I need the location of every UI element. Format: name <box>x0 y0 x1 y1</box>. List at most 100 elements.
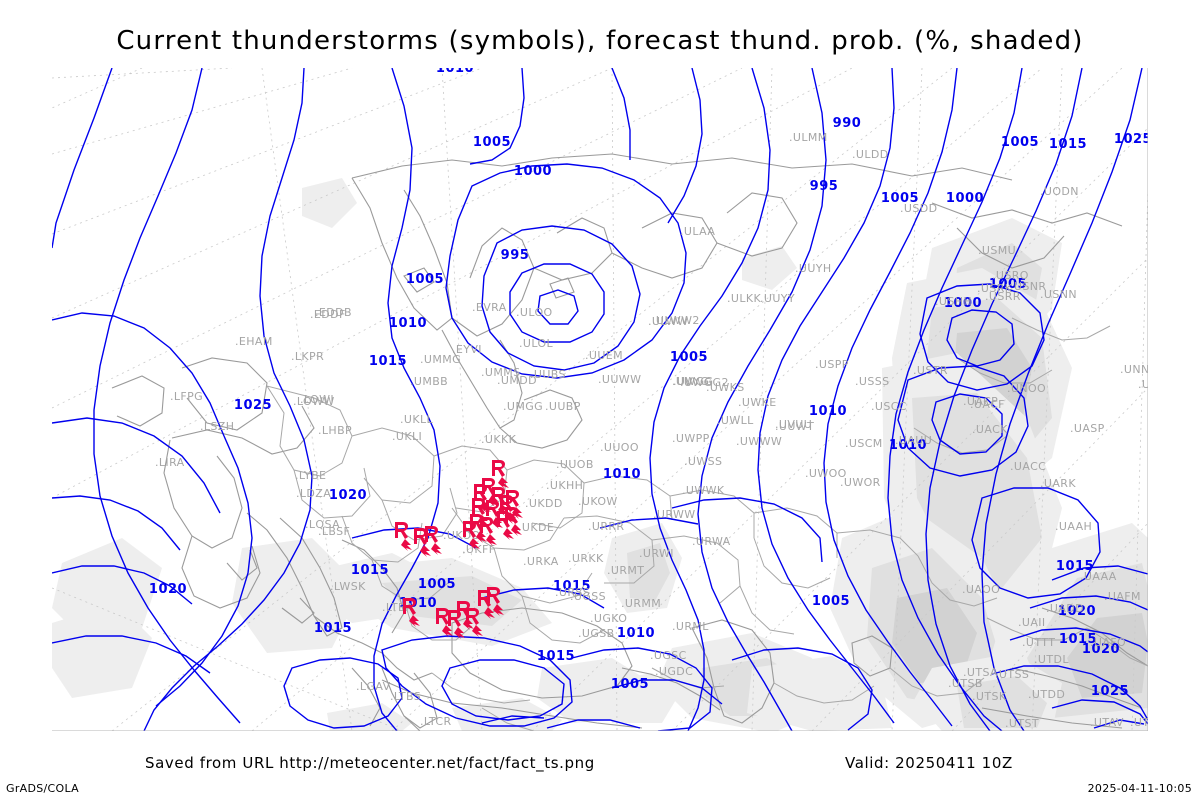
station-label: .UTST <box>1005 717 1039 730</box>
station-label: .USDD <box>900 202 937 215</box>
thunderstorm-symbol[interactable] <box>414 528 431 557</box>
station-label: .ULMM <box>789 131 828 144</box>
station-label: .UTSS <box>995 668 1029 681</box>
station-label: .USHH <box>935 295 972 308</box>
station-label: .UWGG <box>672 375 713 388</box>
station-label: .UKOW <box>578 495 618 508</box>
station-label: .EYVI <box>452 343 482 356</box>
isobar-label: 1010 <box>809 404 847 419</box>
station-label: .UWLL <box>717 414 754 427</box>
isobar-label: 1015 <box>553 579 591 594</box>
isobar-label: 1025 <box>1091 684 1129 699</box>
station-label: .UACF <box>970 398 1005 411</box>
station-label: .UUWW <box>598 373 641 386</box>
station-label: .EDDF <box>310 308 346 321</box>
station-label: .UWSS <box>684 455 722 468</box>
station-label: .LYBE <box>295 469 326 482</box>
station-label: .URSS <box>555 586 590 599</box>
station-label: .LDZA <box>296 487 331 500</box>
isobar-label: 990 <box>833 116 862 131</box>
station-label: .ULOL <box>519 337 554 350</box>
station-label: .LQSA <box>305 518 340 531</box>
political-borders <box>265 317 1148 731</box>
station-label: .LOWI <box>300 393 334 406</box>
station-label: .LKPR <box>291 350 324 363</box>
station-label: .ULDD <box>852 148 889 161</box>
station-label: .USNN <box>1040 288 1077 301</box>
station-label: .UODN <box>1040 185 1079 198</box>
station-label: .UTDD <box>1028 688 1065 701</box>
station-label: .UAAA <box>1080 570 1117 583</box>
station-label: .UTTT <box>1022 636 1055 649</box>
isobar-label: 1000 <box>514 164 552 179</box>
isobar-label: 1015 <box>369 354 407 369</box>
station-label: .UUOB <box>556 458 594 471</box>
thunderstorm-symbol[interactable] <box>403 598 420 627</box>
lat-lon-grid <box>52 68 1148 731</box>
station-label: .UACC <box>1010 460 1046 473</box>
station-label: .LIRA <box>155 456 185 469</box>
station-label: .UUBP <box>545 400 581 413</box>
station-label: .UWWW <box>736 435 782 448</box>
isobar-label: 1005 <box>406 272 444 287</box>
station-label: .ULKK <box>727 292 761 305</box>
thunderstorm-symbol[interactable] <box>466 608 483 637</box>
thunderstorm-symbol[interactable] <box>478 590 495 619</box>
station-label: .ULOO <box>516 306 553 319</box>
thunderstorm-symbol[interactable] <box>492 487 509 516</box>
isobar-label: 1005 <box>670 350 708 365</box>
station-label: .USPP <box>815 358 849 371</box>
thunderstorm-symbol[interactable] <box>480 517 497 546</box>
station-label: .UMMS <box>481 366 521 379</box>
thunderstorm-symbol[interactable] <box>470 514 487 543</box>
station-label: .UMDD <box>497 374 537 387</box>
thunderstorm-symbols[interactable] <box>395 460 523 639</box>
station-label: .URWW <box>653 508 696 521</box>
station-label: .USNR <box>1010 280 1046 293</box>
thunderstorm-symbol[interactable] <box>457 601 474 630</box>
station-label: .USCM <box>845 437 883 450</box>
station-label: .USTR <box>913 364 948 377</box>
station-label: .UWOR <box>840 476 881 489</box>
station-label: .UUYH <box>795 262 832 275</box>
isobar-label: 1005 <box>881 191 919 206</box>
station-label: .UASP <box>1070 422 1105 435</box>
station-label: .URMM <box>621 597 661 610</box>
map-canvas[interactable]: 1010100510009951005101010151025102010151… <box>52 68 1148 731</box>
isobar-label: 1010 <box>617 626 655 641</box>
station-label: .UKKK <box>481 433 517 446</box>
station-label: .UADD <box>1046 602 1084 615</box>
isobar-label: 1005 <box>812 594 850 609</box>
thunderstorm-symbol[interactable] <box>487 587 504 616</box>
station-label: .UNBB <box>1138 378 1148 391</box>
thunderstorm-symbol[interactable] <box>448 610 465 639</box>
thunderstorm-symbol[interactable] <box>497 511 514 540</box>
station-label: .ULWW2 <box>652 314 700 327</box>
station-label: .URKK <box>568 552 604 565</box>
station-label: .LWSK <box>330 580 366 593</box>
isobar-label: 1015 <box>1056 559 1094 574</box>
station-label: .USSS <box>855 375 890 388</box>
thunderstorm-symbol[interactable] <box>463 521 480 550</box>
station-label: .UUOO <box>600 441 639 454</box>
isobar-label: 1010 <box>889 438 927 453</box>
valid-time-text: Valid: 20250411 10Z <box>845 754 1013 772</box>
isobar-label: 1015 <box>351 563 389 578</box>
thunderstorm-symbol[interactable] <box>436 608 453 637</box>
station-label: .UAFM <box>1104 590 1141 603</box>
saved-from-url-text: Saved from URL http://meteocenter.net/fa… <box>145 754 595 772</box>
station-label: .USRR <box>985 290 1021 303</box>
thunderstorm-symbol[interactable] <box>425 526 442 555</box>
station-label: .URWA <box>692 535 731 548</box>
isobar-label: 1015 <box>314 621 352 636</box>
isobar-label: 1005 <box>989 277 1027 292</box>
weather-map[interactable]: 1010 1005 1000 995 1005 1010 1015 1025 1020 1015 1… <box>52 68 1148 731</box>
station-label: .LSZH <box>200 420 234 433</box>
station-label: .UUWT <box>775 420 814 433</box>
station-label: .UGKO <box>590 612 627 625</box>
thunderstorm-symbol[interactable] <box>395 522 412 551</box>
station-label: .LBSF <box>318 525 350 538</box>
thunderstorm-symbol[interactable] <box>492 460 509 489</box>
isobar-label: 1015 <box>1049 137 1087 152</box>
station-label: .UWGG2 <box>680 376 729 389</box>
